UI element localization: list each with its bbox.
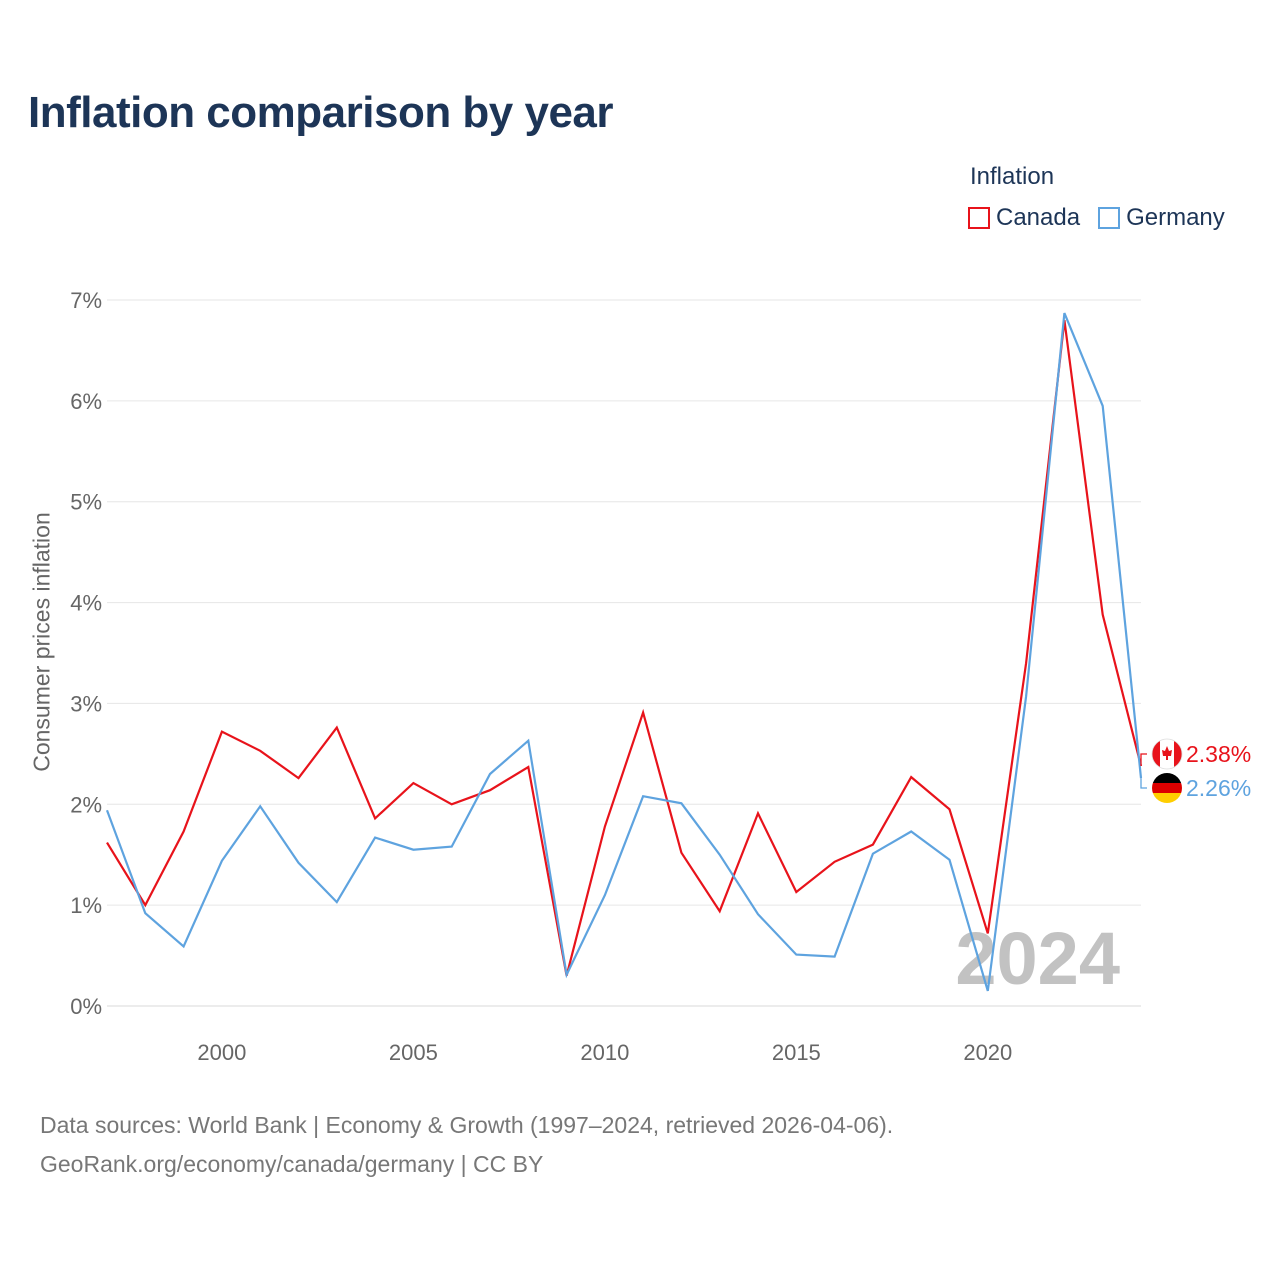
legend: Canada Germany — [968, 204, 1225, 232]
legend-title: Inflation — [970, 163, 1055, 190]
end-connector-canada — [1140, 753, 1147, 766]
canada-flag-icon — [1151, 738, 1183, 770]
y-tick-label: 1% — [70, 893, 102, 918]
x-tick-label: 2000 — [197, 1040, 246, 1065]
end-value-label-germany: 2.26% — [1186, 775, 1251, 801]
year-watermark: 2024 — [955, 917, 1120, 1000]
x-tick-label: 2020 — [963, 1040, 1012, 1065]
y-tick-label: 2% — [70, 792, 102, 817]
legend-item-canada[interactable]: Canada — [968, 204, 1080, 232]
y-tick-label: 4% — [70, 591, 102, 616]
legend-swatch-germany — [1098, 207, 1121, 229]
legend-label-germany: Germany — [1126, 204, 1225, 231]
y-tick-label: 5% — [70, 490, 102, 515]
x-tick-label: 2010 — [580, 1040, 629, 1065]
series-line-germany[interactable] — [105, 312, 1143, 992]
end-connector-germany — [1140, 778, 1147, 789]
y-tick-label: 0% — [70, 994, 102, 1019]
x-tick-label: 2005 — [389, 1040, 438, 1065]
x-tick-label: 2015 — [772, 1040, 821, 1065]
legend-label-canada: Canada — [996, 204, 1081, 231]
footer-credit[interactable]: GeoRank.org/economy/canada/germany | CC … — [40, 1151, 544, 1177]
legend-item-germany[interactable]: Germany — [1098, 204, 1225, 232]
y-tick-label: 7% — [70, 288, 102, 313]
legend-swatch-canada — [968, 207, 990, 229]
footer-sources: Data sources: World Bank | Economy & Gro… — [40, 1112, 894, 1138]
series-line-canada[interactable] — [106, 320, 1143, 976]
chart-title: Inflation comparison by year — [28, 88, 614, 137]
y-tick-label: 6% — [70, 389, 102, 414]
footer: Data sources: World Bank | Economy & Gro… — [40, 1106, 893, 1184]
end-value-label-canada: 2.38% — [1186, 741, 1251, 767]
germany-flag-icon — [1152, 773, 1182, 803]
y-tick-label: 3% — [70, 691, 102, 716]
